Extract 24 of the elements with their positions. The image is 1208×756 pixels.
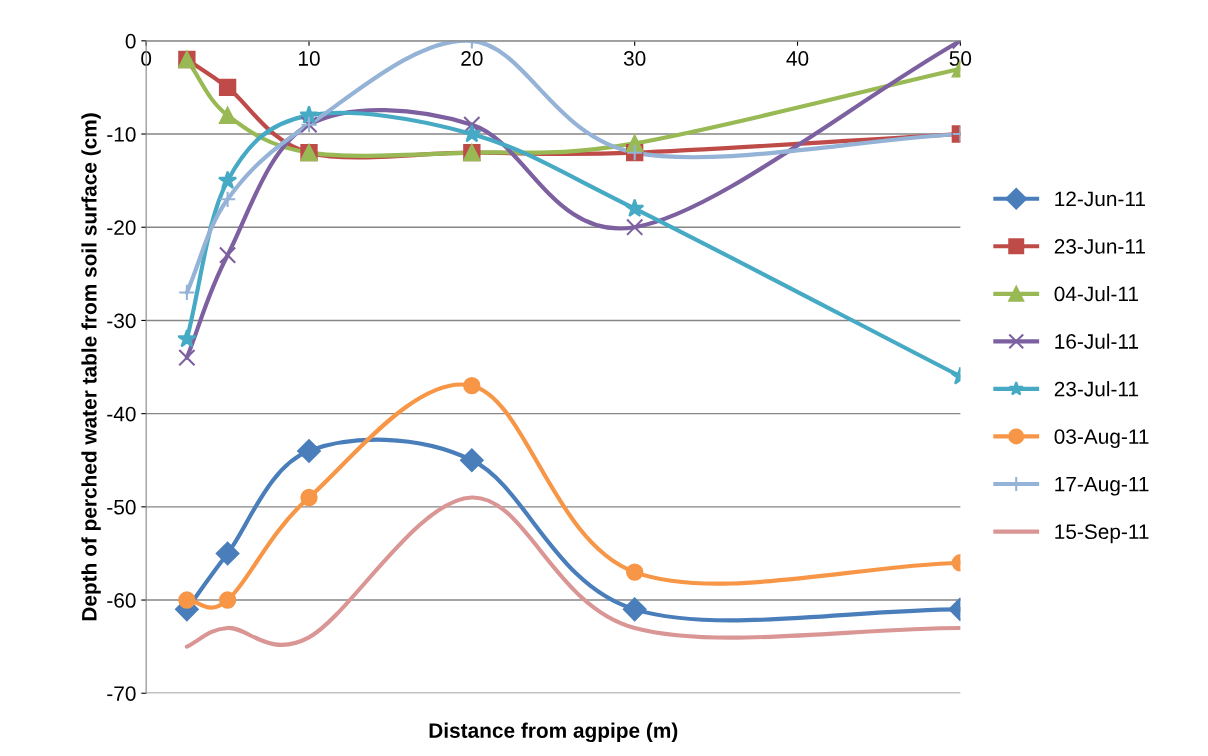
- x-axis-title: Distance from agpipe (m): [429, 722, 678, 743]
- x-tick-label: 20: [461, 51, 483, 66]
- y-tick-label: -70: [107, 686, 136, 702]
- y-tick-label: 0: [125, 33, 136, 49]
- legend-label: 23-Jul-11: [1054, 381, 1139, 397]
- x-tick-label: 10: [299, 51, 320, 66]
- y-tick-label: -10: [107, 127, 136, 142]
- x-tick-label: 40: [786, 51, 809, 66]
- y-tick-label: -40: [107, 406, 136, 422]
- y-tick-label: -50: [107, 499, 136, 515]
- legend-label: 17-Aug-11: [1055, 476, 1149, 496]
- legend-label: 04-Jul-11: [1054, 286, 1139, 302]
- y-axis-title: Depth of perched water table from soil surface (cm): [81, 113, 101, 621]
- legend-label: 16-Jul-11: [1055, 333, 1139, 349]
- legend-label: 15-Sep-11: [1055, 524, 1149, 544]
- legend-label: 03-Aug-11: [1054, 429, 1149, 449]
- y-tick-label: -20: [107, 220, 136, 235]
- legend-label: 23-Jun-11: [1054, 239, 1145, 254]
- legend-label: 12-Jun-11: [1055, 191, 1145, 207]
- y-tick-label: -60: [107, 593, 136, 608]
- y-tick-label: -30: [107, 313, 136, 329]
- x-tick-label: 0: [141, 51, 152, 66]
- x-tick-label: 30: [623, 51, 646, 66]
- x-tick-label: 50: [949, 51, 972, 66]
